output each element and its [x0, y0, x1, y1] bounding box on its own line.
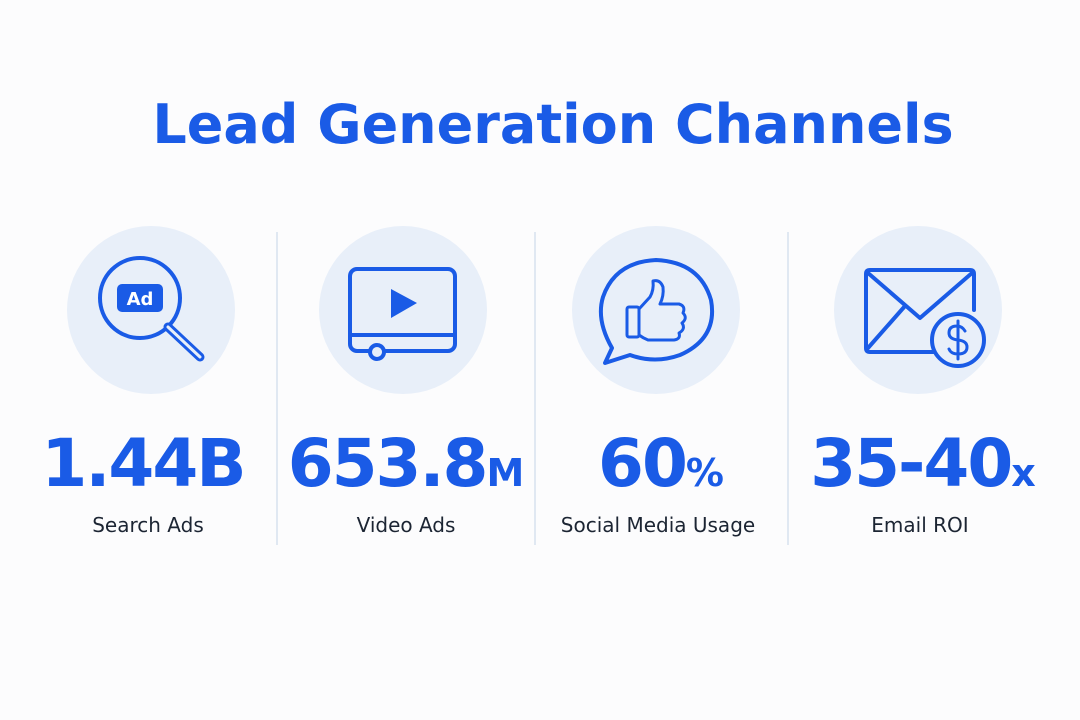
stat-label: Search Ads: [92, 513, 204, 537]
value-number: 35-40: [810, 425, 1011, 502]
stat-card: Ad 1.44B Search Ads: [41, 226, 247, 537]
title: Lead Generation Channels: [152, 93, 953, 156]
stat-card: 35-40x Email ROI: [810, 226, 1037, 537]
stat-value: 35-40x: [810, 425, 1035, 502]
stat-value: 1.44B: [41, 425, 244, 502]
stat-card: 60% Social Media Usage: [561, 226, 755, 537]
stat-card: 653.8M Video Ads: [288, 226, 524, 537]
value-unit: M: [486, 451, 522, 495]
stat-value: 653.8M: [288, 425, 523, 502]
stat-label: Social Media Usage: [561, 513, 755, 537]
value-number: 60: [598, 425, 686, 502]
icon-disc: [834, 226, 1002, 394]
stat-label: Email ROI: [871, 513, 968, 537]
stat-value: 60%: [598, 425, 723, 502]
icon-badge: Ad: [127, 289, 154, 310]
email-icon: [864, 268, 986, 368]
thumb-icon: [598, 258, 714, 365]
stat-label: Video Ads: [357, 513, 456, 537]
icon-disc: [572, 226, 740, 394]
search-icon: Ad: [98, 256, 205, 362]
video-icon: [348, 267, 457, 361]
value-unit: x: [1011, 451, 1035, 495]
value-number: 653.8: [288, 425, 487, 502]
value-unit: %: [686, 451, 723, 495]
